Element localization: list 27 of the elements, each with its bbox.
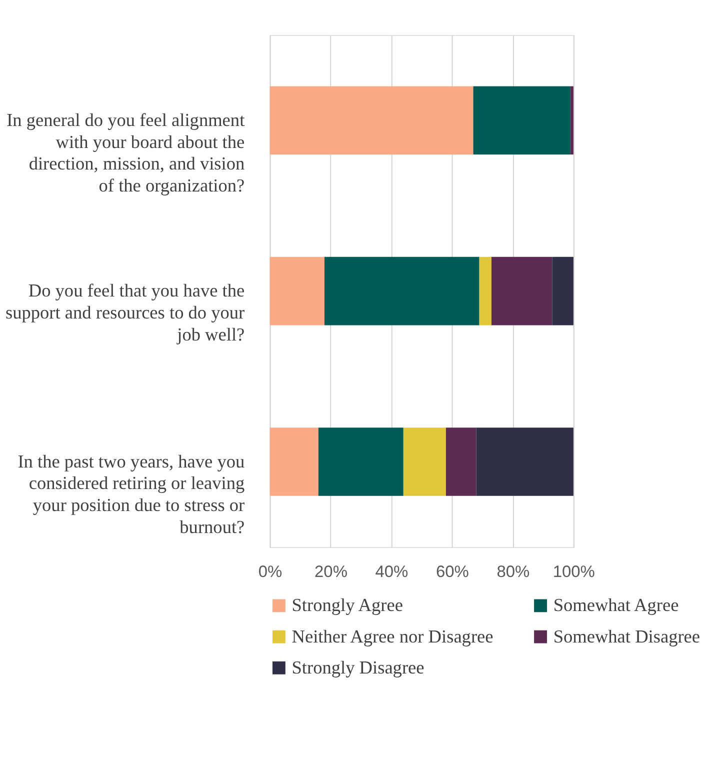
- x-tick-label: 80%: [496, 562, 530, 581]
- x-tick-label: 100%: [552, 562, 596, 581]
- bar: [270, 86, 474, 154]
- x-tick-label: 60%: [436, 562, 470, 581]
- x-tick-label: 40%: [375, 562, 409, 581]
- bar: [570, 86, 574, 154]
- bar: [476, 428, 574, 496]
- y-tick-label: In general do you feel alignment with your board about the direction, mission, and vision of the organization?: [6, 110, 245, 196]
- legend-label: Somewhat Disagree: [553, 626, 700, 646]
- y-tick-label: Do you feel that you have the support and resources to do your job well?: [6, 280, 245, 344]
- legend-label: Strongly Disagree: [292, 657, 424, 678]
- x-tick-label: 0%: [258, 562, 283, 581]
- bar: [324, 256, 480, 326]
- bar: [403, 428, 446, 496]
- legend-label: Strongly Agree: [292, 595, 403, 616]
- y-tick-label: In the past two years, have you considered retiring or leaving your position due to stress or burnout?: [18, 451, 245, 538]
- bar: [479, 256, 492, 326]
- bar: [270, 428, 318, 496]
- bar: [491, 256, 552, 326]
- bar: [318, 428, 404, 496]
- bar: [552, 256, 574, 326]
- bar: [270, 256, 324, 326]
- bar: [446, 428, 476, 496]
- legend-label: Somewhat Agree: [553, 595, 679, 616]
- legend-label: Neither Agree nor Disagree: [292, 626, 494, 646]
- x-tick-label: 20%: [314, 562, 348, 581]
- bar: [473, 86, 570, 154]
